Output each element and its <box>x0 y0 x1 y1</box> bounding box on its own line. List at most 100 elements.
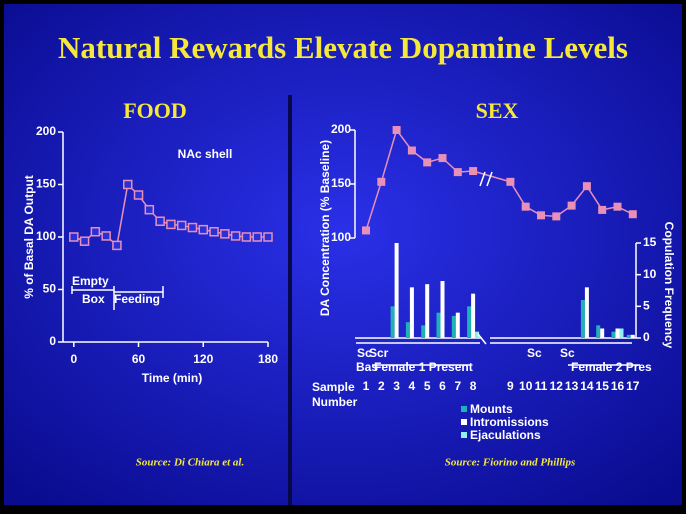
y2-tick-label: 5 <box>643 299 650 313</box>
x-tick-label: 11 <box>535 379 548 393</box>
marker <box>567 201 576 210</box>
x-tick-label: 14 <box>580 379 594 393</box>
bar <box>600 328 605 338</box>
annotation: Empty <box>72 274 109 288</box>
x-tick-label: 1 <box>363 379 370 393</box>
annotation: Bas <box>356 360 378 374</box>
marker <box>582 182 591 191</box>
bar <box>475 331 480 338</box>
marker <box>230 231 241 241</box>
bar <box>409 287 414 338</box>
annotation: Sc <box>560 346 575 360</box>
x-tick-label: 5 <box>424 379 431 393</box>
y2-tick-label: 15 <box>643 235 657 249</box>
y-tick-label: 100 <box>36 229 56 243</box>
bar <box>440 281 445 338</box>
bar <box>425 284 430 338</box>
annotation: Female 2 Pres <box>571 360 652 374</box>
legend-label: Intromissions <box>470 415 549 429</box>
bar <box>584 287 589 338</box>
x-tick-label: 15 <box>596 379 610 393</box>
divider <box>288 95 292 505</box>
bar <box>615 328 620 338</box>
y-tick-label: 50 <box>43 282 57 296</box>
marker <box>90 227 101 237</box>
panel-title: FOOD <box>123 98 187 123</box>
annotation: Sc <box>527 346 542 360</box>
marker <box>407 146 416 155</box>
marker <box>469 167 478 176</box>
bar <box>394 243 399 338</box>
marker <box>198 224 209 235</box>
x-axis-label: Sample Number <box>312 380 358 409</box>
annotation: Box <box>82 292 105 306</box>
annotation: Female 1 Present <box>374 360 473 374</box>
y-tick-label: 200 <box>331 122 351 136</box>
bar <box>390 306 395 338</box>
bar <box>421 325 426 338</box>
x-tick-label: 120 <box>193 352 213 366</box>
marker <box>453 168 462 177</box>
y-axis-label: DA Concentration (% Baseline) <box>318 140 332 316</box>
marker <box>133 190 144 200</box>
marker <box>69 232 79 242</box>
marker <box>362 226 370 235</box>
x-tick-label: 2 <box>378 379 385 393</box>
x-tick-label: 10 <box>519 379 533 393</box>
bar <box>619 328 624 338</box>
x-tick-label: 180 <box>258 352 278 366</box>
break-mark <box>486 171 493 187</box>
bar <box>436 312 441 338</box>
bar <box>630 334 635 338</box>
y-axis-label: % of Basal DA Output <box>22 175 36 299</box>
marker <box>155 216 165 226</box>
x-tick-label: 17 <box>626 379 640 393</box>
marker <box>552 212 561 221</box>
marker <box>613 202 622 211</box>
x-tick-label: 60 <box>132 352 146 366</box>
x-axis-label: Time (min) <box>142 371 202 385</box>
break-mark <box>479 171 486 187</box>
marker <box>101 231 111 241</box>
annotation: Feeding <box>114 292 160 306</box>
x-tick-label: 4 <box>409 379 416 393</box>
x-tick-label: 9 <box>507 379 514 393</box>
marker <box>521 202 530 211</box>
break-mark <box>477 333 487 345</box>
bar <box>451 315 456 338</box>
marker <box>506 177 515 186</box>
y2-tick-label: 0 <box>643 330 650 344</box>
bar <box>455 312 460 338</box>
marker <box>241 232 252 242</box>
y2-axis-label: Copulation Frequency <box>662 222 676 349</box>
source: Source: Di Chiara et al. <box>136 457 244 469</box>
x-tick-label: 16 <box>611 379 625 393</box>
marker <box>220 229 230 239</box>
x-tick-label: 8 <box>470 379 477 393</box>
marker <box>392 126 401 134</box>
bar <box>596 325 601 338</box>
x-tick-label: 6 <box>439 379 446 393</box>
legend-label: Mounts <box>470 402 513 416</box>
annotation: Sc <box>357 346 372 360</box>
annotation: Scr <box>369 346 389 360</box>
marker <box>166 219 176 230</box>
marker <box>252 232 262 242</box>
marker <box>423 158 432 167</box>
marker <box>263 232 273 242</box>
marker <box>209 227 219 237</box>
marker <box>628 210 637 219</box>
x-tick-label: 12 <box>550 379 564 393</box>
legend-swatch <box>461 419 467 425</box>
background <box>4 4 682 505</box>
marker <box>122 179 133 190</box>
marker <box>112 240 122 251</box>
y-tick-label: 0 <box>49 334 56 348</box>
marker <box>144 204 155 215</box>
x-tick-label: 0 <box>70 352 77 366</box>
bar <box>405 322 410 338</box>
source: Source: Fiorino and Phillips <box>445 457 576 469</box>
bar <box>471 293 476 338</box>
